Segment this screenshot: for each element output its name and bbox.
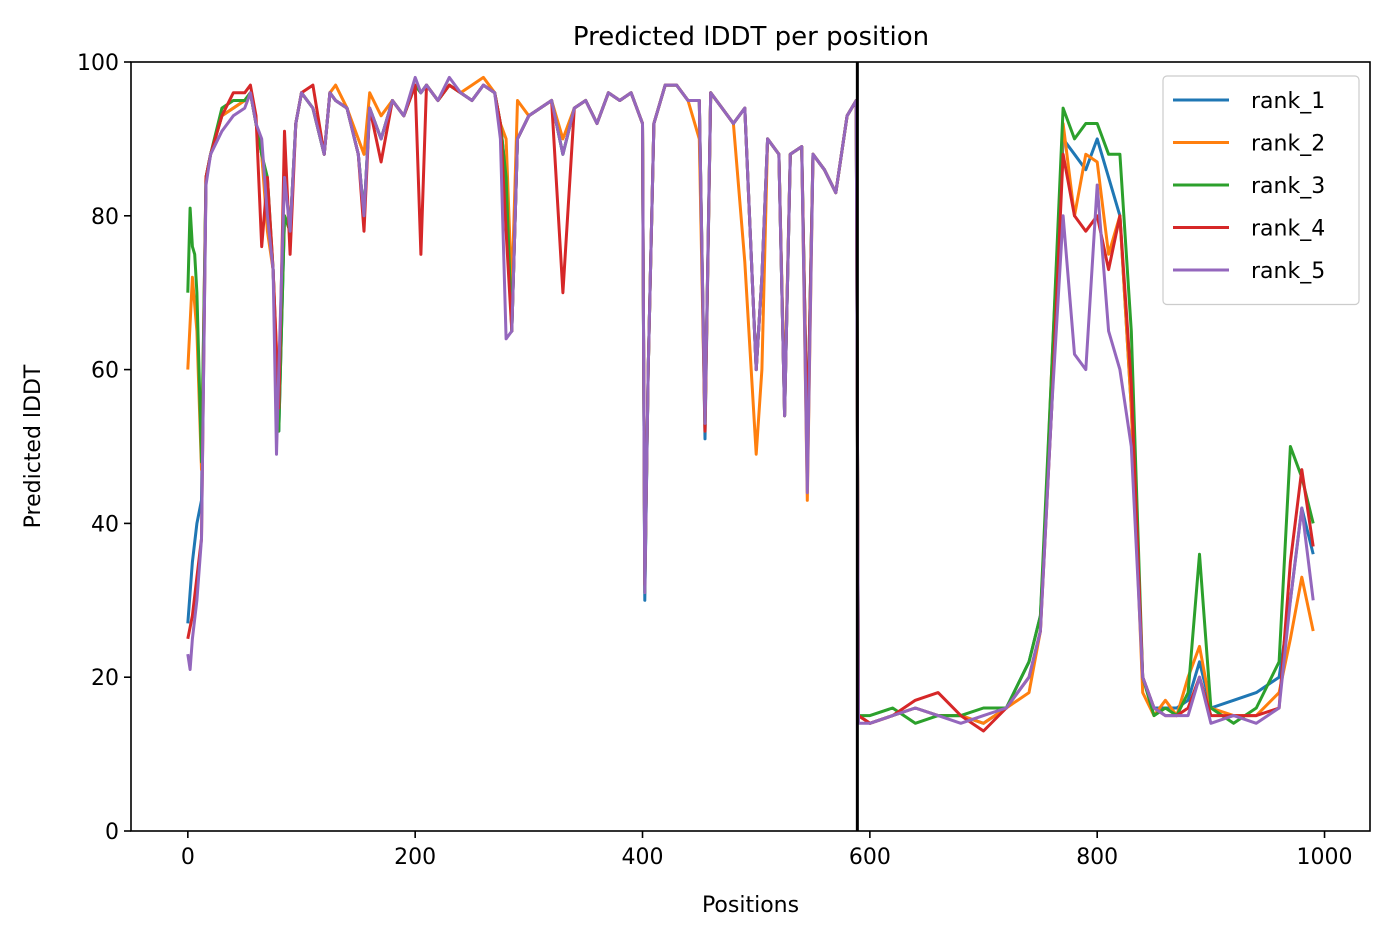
legend-label: rank_2 bbox=[1251, 132, 1325, 157]
x-tick-label: 600 bbox=[849, 845, 891, 870]
x-tick-label: 800 bbox=[1076, 845, 1118, 870]
y-tick-label: 20 bbox=[91, 666, 119, 691]
legend-label: rank_5 bbox=[1251, 259, 1325, 284]
x-tick-label: 200 bbox=[394, 845, 436, 870]
y-tick-label: 40 bbox=[91, 512, 119, 537]
legend-label: rank_3 bbox=[1251, 174, 1325, 199]
x-tick-label: 1000 bbox=[1297, 845, 1353, 870]
y-axis: 0 20 40 60 80 100 bbox=[77, 51, 131, 845]
x-tick-label: 0 bbox=[181, 845, 195, 870]
series-line-rank_4 bbox=[186, 83, 1315, 733]
y-tick-label: 60 bbox=[91, 359, 119, 384]
series-line-rank_2 bbox=[186, 75, 1315, 725]
legend-label: rank_4 bbox=[1251, 217, 1325, 242]
series-line-rank_1 bbox=[186, 83, 1315, 725]
x-tick-label: 400 bbox=[622, 845, 664, 870]
chart-title: Predicted lDDT per position bbox=[573, 22, 929, 52]
y-tick-label: 0 bbox=[105, 820, 119, 845]
plot-area bbox=[186, 62, 1315, 831]
x-axis: 0 200 400 600 800 1000 bbox=[181, 831, 1353, 870]
legend: rank_1 rank_2 rank_3 rank_4 rank_5 bbox=[1162, 75, 1360, 306]
y-tick-label: 80 bbox=[91, 205, 119, 230]
plot-frame bbox=[130, 61, 1371, 832]
series-line-rank_3 bbox=[186, 83, 1315, 725]
x-axis-label: Positions bbox=[702, 893, 799, 918]
legend-box bbox=[1162, 75, 1360, 306]
y-tick-label: 100 bbox=[77, 51, 119, 76]
legend-label: rank_1 bbox=[1251, 89, 1325, 114]
y-axis-label: Predicted lDDT bbox=[21, 364, 46, 528]
series-line-rank_5 bbox=[186, 75, 1315, 725]
